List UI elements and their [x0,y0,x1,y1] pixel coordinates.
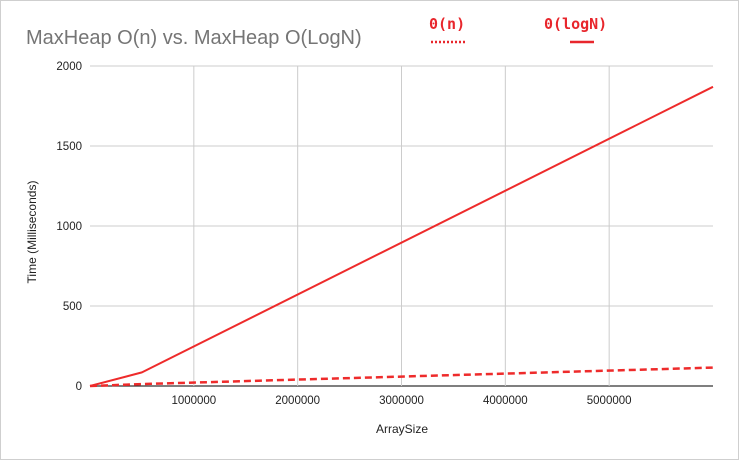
legend: 0(n) 0(logN) [429,15,607,44]
y-tick-label-500: 500 [63,301,82,313]
x-tick-label-2000000: 2000000 [275,395,320,407]
x-tick-label-5000000: 5000000 [587,395,632,407]
y-tick-label-1000: 1000 [56,221,82,233]
chart-title: MaxHeap O(n) vs. MaxHeap O(LogN) [26,27,362,49]
legend-label-on: 0(n) [429,15,465,33]
y-axis-label: Time (Milliseconds) [25,181,39,284]
y-axis-ticks: 0 500 1000 1500 2000 [56,61,82,393]
series-line-ologn [89,366,714,388]
series-lines [89,85,714,388]
legend-label-ologn: 0(logN) [544,15,607,33]
x-tick-label-3000000: 3000000 [379,395,424,407]
x-axis-label: ArraySize [376,422,428,436]
x-tick-label-1000000: 1000000 [171,395,216,407]
x-tick-label-4000000: 4000000 [483,395,528,407]
y-tick-label-0: 0 [76,381,82,393]
y-tick-label-2000: 2000 [56,61,82,73]
grid-lines [90,65,713,387]
x-axis-ticks: 1000000 2000000 3000000 4000000 5000000 [171,395,631,407]
series-line-on [89,85,714,387]
y-tick-label-1500: 1500 [56,141,82,153]
